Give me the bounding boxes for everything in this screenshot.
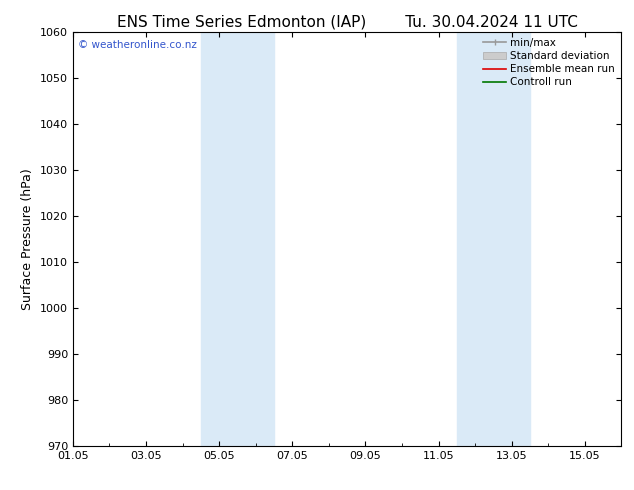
Bar xyxy=(456,32,530,446)
Legend: min/max, Standard deviation, Ensemble mean run, Controll run: min/max, Standard deviation, Ensemble me… xyxy=(479,34,619,92)
Title: ENS Time Series Edmonton (IAP)        Tu. 30.04.2024 11 UTC: ENS Time Series Edmonton (IAP) Tu. 30.04… xyxy=(117,14,578,29)
Y-axis label: Surface Pressure (hPa): Surface Pressure (hPa) xyxy=(22,168,34,310)
Bar xyxy=(201,32,274,446)
Text: © weatheronline.co.nz: © weatheronline.co.nz xyxy=(79,40,197,50)
